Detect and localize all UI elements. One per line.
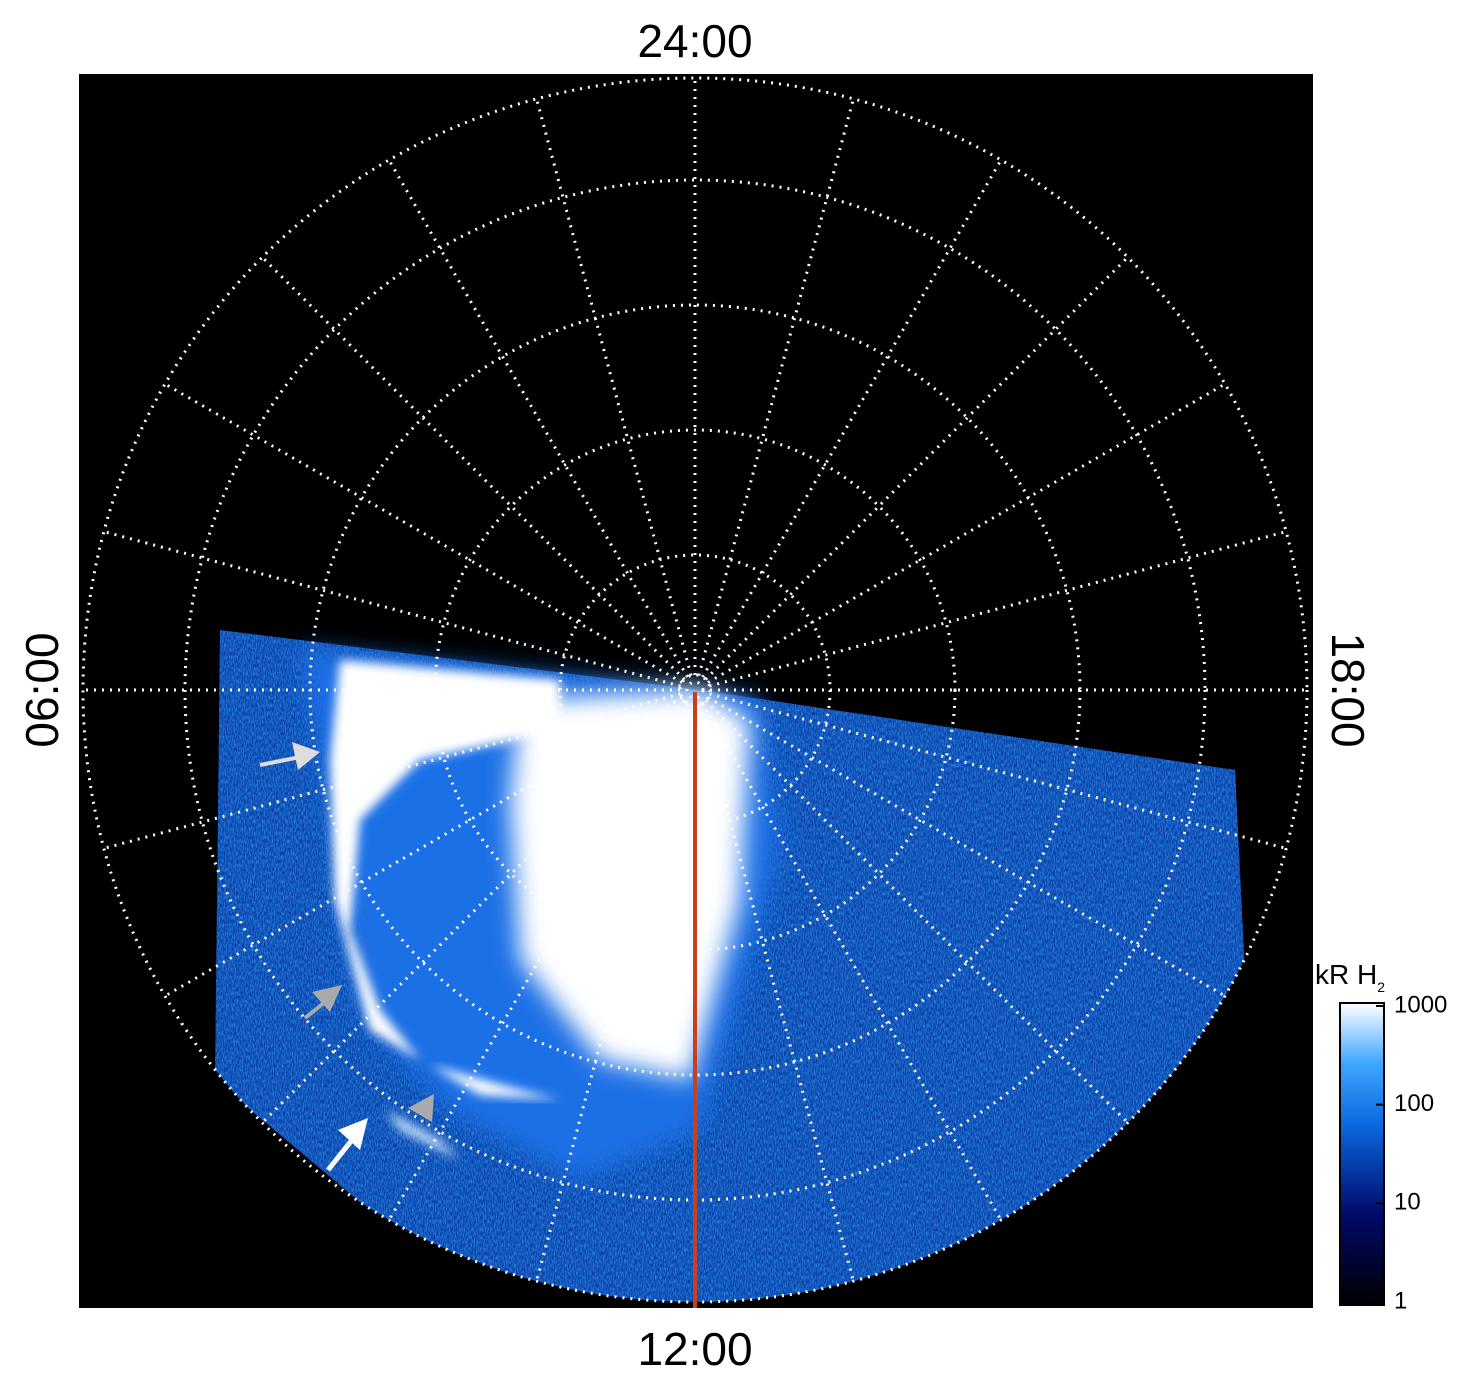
- colorbar-title-main: kR H: [1315, 959, 1377, 990]
- grid-radial: [261, 256, 686, 681]
- grid-radial: [535, 98, 693, 676]
- grid-radial: [707, 696, 1226, 998]
- grid-radial: [704, 699, 1129, 1124]
- grid-radial: [164, 382, 683, 684]
- grid-radial: [697, 98, 855, 676]
- grid-radial: [387, 702, 689, 1221]
- grid-radial: [697, 704, 855, 1282]
- grid-radial: [103, 692, 681, 850]
- grid-radial: [164, 696, 683, 998]
- grid-radial: [701, 159, 1003, 678]
- grid-radial: [709, 692, 1287, 850]
- time-label-right: 18:00: [1322, 632, 1374, 747]
- colorbar: [1339, 1002, 1385, 1306]
- arrows: [259, 742, 434, 1172]
- colorbar-title-subscript: 2: [1377, 979, 1385, 995]
- grid-radial: [701, 702, 1003, 1221]
- colorbar-title: kR H2: [1315, 959, 1385, 995]
- grid-radial: [707, 382, 1226, 684]
- colorbar-ticks: 1 10 100 1000: [1376, 991, 1447, 1314]
- grid-radial: [704, 256, 1129, 681]
- colorbar-tick-label: 1000: [1394, 991, 1447, 1018]
- colorbar-tick-label: 10: [1394, 1189, 1421, 1216]
- aurora: [215, 630, 1245, 1302]
- time-label-top: 24:00: [637, 15, 752, 67]
- colorbar-tick-label: 1: [1394, 1287, 1407, 1314]
- colorbar-tick-label: 100: [1394, 1090, 1434, 1117]
- time-label-bottom: 12:00: [637, 1323, 752, 1375]
- grid-circle: [685, 680, 705, 700]
- grid-radial: [535, 704, 693, 1282]
- grid-radial: [261, 699, 686, 1124]
- grid-radial: [387, 159, 689, 678]
- time-label-left: 06:00: [16, 632, 68, 747]
- grid-radial: [709, 530, 1287, 688]
- grid-radial: [103, 530, 681, 688]
